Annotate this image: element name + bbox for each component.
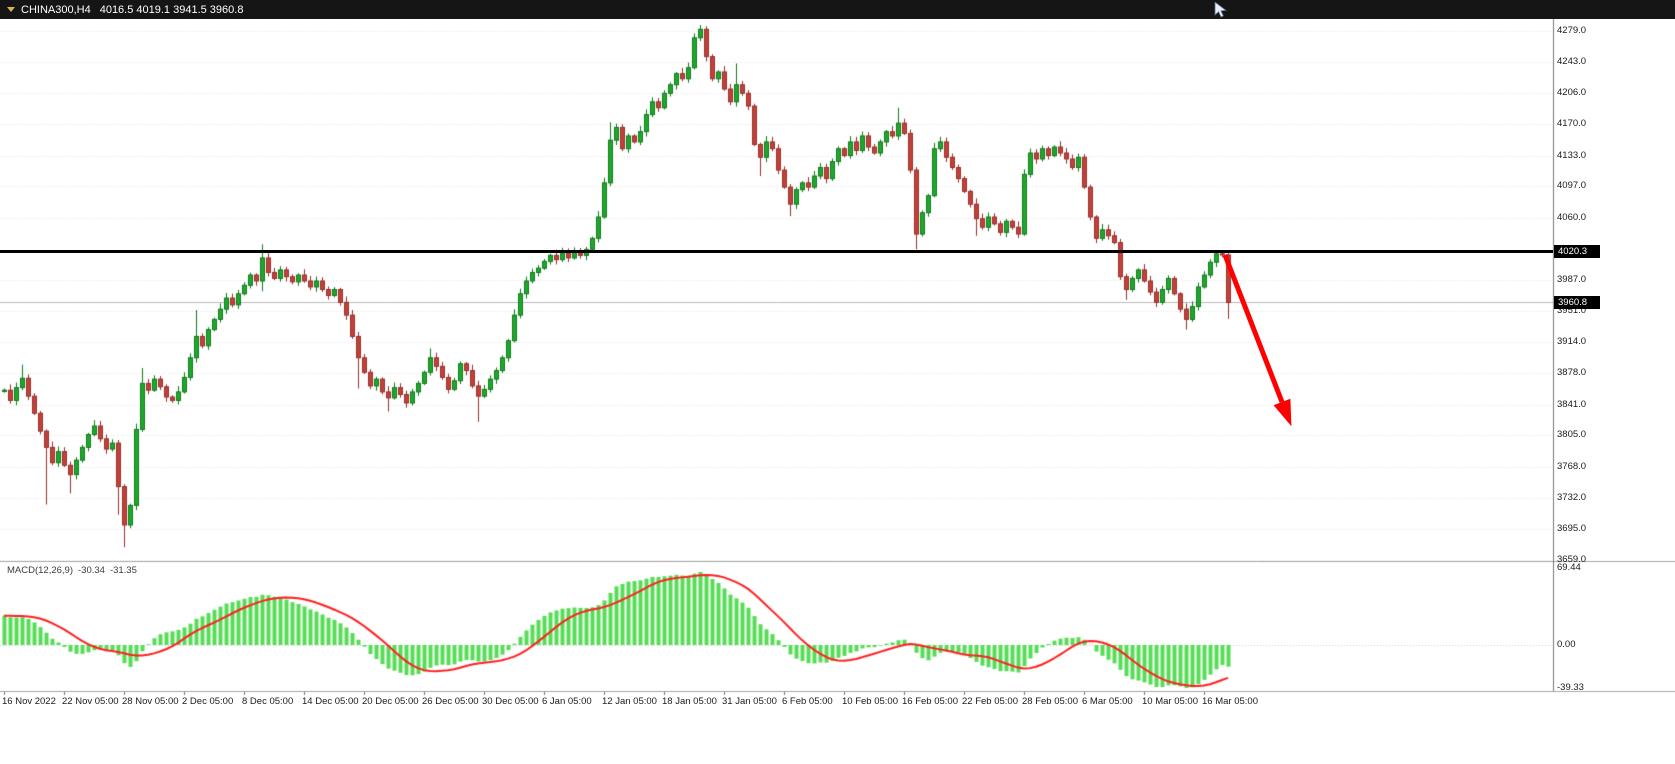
- symbol-timeframe-label: CHINA300,H4: [21, 3, 91, 16]
- current-price-badge: 3960.8: [1554, 296, 1600, 309]
- date-label: 28 Nov 05:00: [122, 696, 179, 707]
- macd-value-main: -30.34: [78, 565, 105, 576]
- price-axis-label: 3695.0: [1557, 523, 1587, 535]
- date-label: 22 Nov 05:00: [62, 696, 119, 707]
- price-axis-label: 4060.0: [1557, 211, 1587, 223]
- price-axis-label: 3841.0: [1557, 398, 1587, 410]
- price-axis-label: 4097.0: [1557, 180, 1587, 192]
- macd-axis-label: 0.00: [1557, 639, 1576, 650]
- mouse-cursor-icon: [1214, 1, 1228, 23]
- price-axis-label: 3805.0: [1557, 429, 1587, 441]
- date-label: 2 Dec 05:00: [182, 696, 234, 707]
- macd-value-signal: -31.35: [109, 565, 137, 576]
- macd-axis-label: 69.44: [1557, 562, 1581, 573]
- date-label: 6 Mar 05:00: [1082, 696, 1133, 707]
- date-label: 6 Jan 05:00: [542, 696, 592, 707]
- chart-header-bar: CHINA300,H4 4016.5 4019.1 3941.5 3960.8: [0, 0, 1675, 19]
- price-axis-label: 3878.0: [1557, 367, 1587, 379]
- date-label: 28 Feb 05:00: [1022, 696, 1078, 707]
- symbol-dropdown-icon[interactable]: [7, 7, 15, 12]
- price-axis-label: 3987.0: [1557, 274, 1587, 286]
- hline-price-badge: 4020.3: [1554, 245, 1600, 258]
- date-label: 20 Dec 05:00: [362, 696, 419, 707]
- price-axis-label: 4243.0: [1557, 55, 1587, 67]
- price-axis-label: 3732.0: [1557, 491, 1587, 503]
- horizontal-line-annotation[interactable]: [0, 250, 1553, 253]
- price-axis-label: 3768.0: [1557, 460, 1587, 472]
- date-label: 14 Dec 05:00: [302, 696, 359, 707]
- macd-name: MACD(12,26,9): [7, 565, 73, 576]
- date-label: 10 Feb 05:00: [842, 696, 898, 707]
- price-axis-label: 3951.0: [1557, 304, 1587, 316]
- macd-indicator-label: MACD(12,26,9) -30.34 -31.35: [7, 565, 142, 576]
- price-axis-label: 3659.0: [1557, 553, 1587, 565]
- time-axis[interactable]: 16 Nov 2022 22 Nov 05:00 28 Nov 05:00 2 Dec…: [0, 696, 1675, 710]
- date-label: 18 Jan 05:00: [662, 696, 717, 707]
- date-label: 30 Dec 05:00: [482, 696, 539, 707]
- date-label: 31 Jan 05:00: [722, 696, 777, 707]
- macd-axis-label: -39.33: [1557, 682, 1584, 693]
- price-axis[interactable]: 4279.0 4243.0 4206.0 4170.0 4133.0 4097.0 4060…: [1557, 0, 1675, 700]
- price-axis-label: 4206.0: [1557, 87, 1587, 99]
- date-label: 16 Feb 05:00: [902, 696, 958, 707]
- price-axis-label: 4133.0: [1557, 149, 1587, 161]
- date-label: 8 Dec 05:00: [242, 696, 294, 707]
- macd-axis[interactable]: 69.44 0.00 -39.33: [1557, 0, 1675, 764]
- date-label: 10 Mar 05:00: [1142, 696, 1198, 707]
- price-axis-label: 4279.0: [1557, 25, 1587, 36]
- date-label: 22 Feb 05:00: [962, 696, 1018, 707]
- date-label: 16 Mar 05:00: [1202, 696, 1258, 707]
- date-label: 26 Dec 05:00: [422, 696, 479, 707]
- price-axis-label: 3914.0: [1557, 336, 1587, 348]
- date-label: 16 Nov 2022: [2, 696, 56, 707]
- date-label: 12 Jan 05:00: [602, 696, 657, 707]
- ohlc-values: 4016.5 4019.1 3941.5 3960.8: [99, 3, 244, 16]
- date-label: 6 Feb 05:00: [782, 696, 833, 707]
- price-axis-label: 4170.0: [1557, 117, 1587, 129]
